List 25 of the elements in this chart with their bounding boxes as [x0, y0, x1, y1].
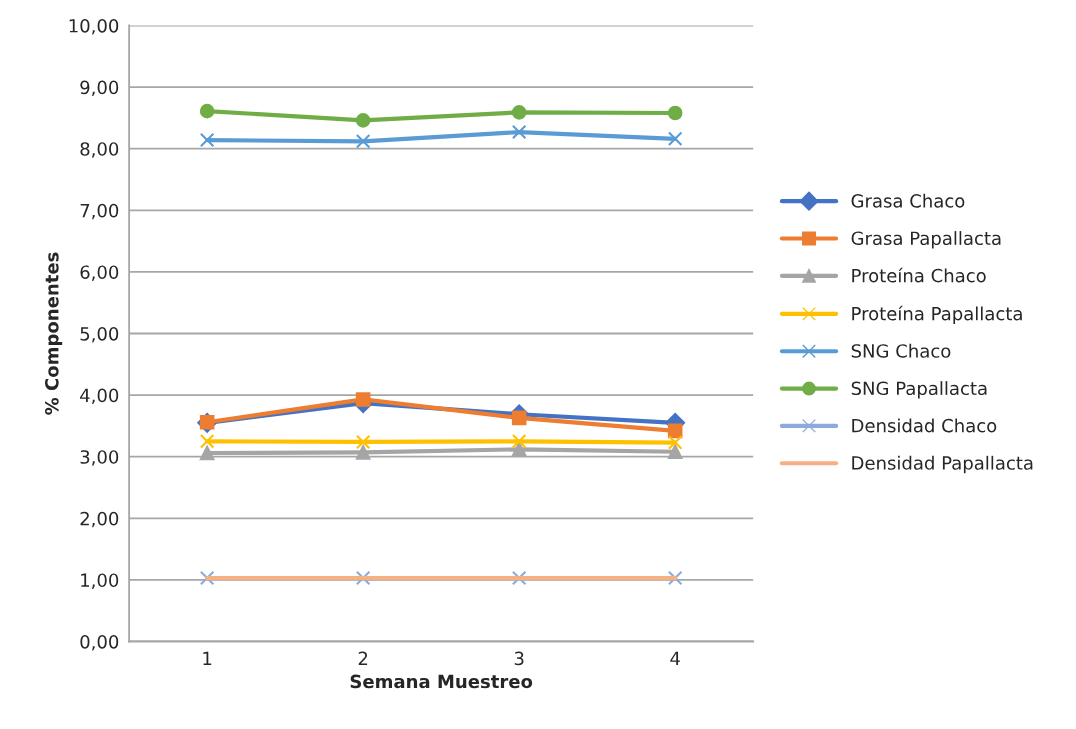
- y-tick-label: 3,00: [80, 450, 119, 466]
- x-tick-label: 1: [203, 651, 212, 665]
- y-tick-label: 10,00: [69, 18, 119, 35]
- x-tick-label: 3: [514, 651, 524, 666]
- legend-label: SNG Chaco: [851, 343, 951, 358]
- legend-label: Densidad Chaco: [852, 418, 997, 433]
- legend-label: Grasa Papallacta: [851, 231, 1001, 249]
- y-tick-label: 6,00: [80, 265, 119, 281]
- legend-label: Grasa Chaco: [851, 193, 965, 208]
- legend-label: Proteína Papallacta: [852, 305, 1022, 324]
- y-tick-label: 7,00: [80, 203, 119, 220]
- x-axis-title: Semana Muestreo: [350, 674, 533, 689]
- y-tick-label: 9,00: [80, 80, 119, 97]
- y-tick-label: 4,00: [80, 388, 119, 405]
- y-tick-label: 8,00: [80, 142, 119, 158]
- x-tick-label: 4: [670, 651, 680, 665]
- y-tick-label: 1,00: [81, 573, 119, 589]
- y-tick-label: 0,00: [80, 634, 119, 651]
- legend-label: Proteína Chaco: [852, 267, 986, 283]
- x-tick-label: 2: [358, 651, 368, 665]
- legend-label: SNG Papallacta: [851, 381, 987, 399]
- y-tick-label: 5,00: [80, 326, 119, 343]
- y-tick-label: 2,00: [80, 511, 119, 528]
- legend-label: Densidad Papallacta: [852, 455, 1033, 474]
- y-axis-title: % Componentes: [45, 252, 63, 415]
